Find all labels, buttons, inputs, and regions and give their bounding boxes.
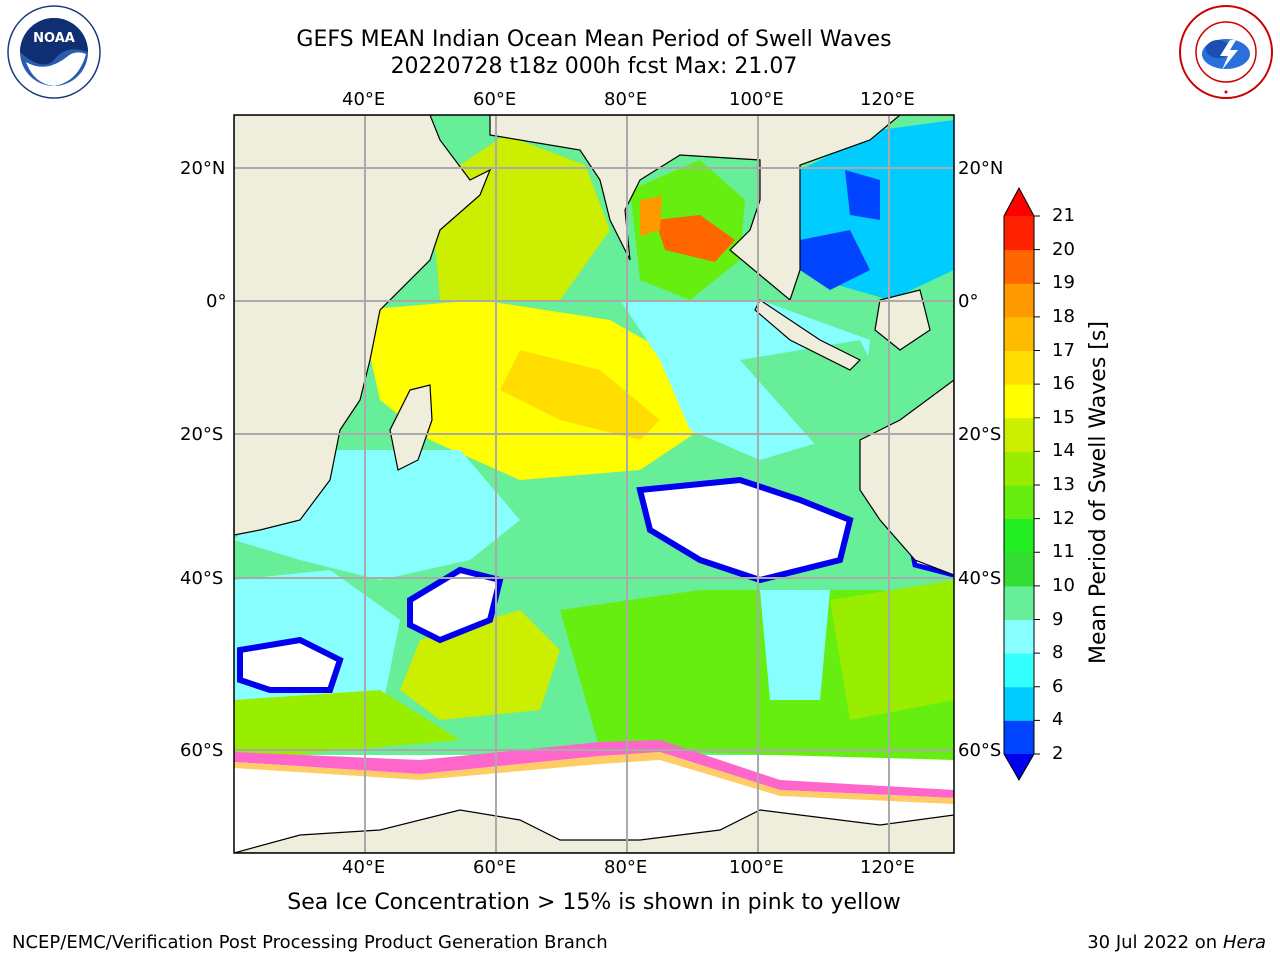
land-sumatra xyxy=(754,299,862,371)
colorbar-label: Mean Period of Swell Waves [s] xyxy=(1086,321,1111,664)
colorbar-segment xyxy=(1004,485,1034,520)
lat-label-left-20n: 20°N xyxy=(180,158,226,179)
land-masses xyxy=(234,115,954,853)
swell-zone-scs-deep xyxy=(800,230,870,290)
lon-label-top-80e: 80°E xyxy=(604,89,648,110)
colorbar-over-arrow xyxy=(1004,188,1034,216)
calm-zone-southwest-1 xyxy=(407,566,504,644)
lon-label-bottom-40e: 40°E xyxy=(342,857,386,878)
credit-branch: NCEP/EMC/Verification Post Processing Pr… xyxy=(12,932,608,953)
chart-subtitle: 20220728 t18z 000h fcst Max: 21.07 xyxy=(390,54,798,79)
swell-zone-arabian-sea xyxy=(430,135,610,300)
credit-date-text: 30 Jul 2022 on xyxy=(1087,932,1223,953)
colorbar-tick-label: 9 xyxy=(1052,608,1064,630)
credit-system: Hera xyxy=(1222,932,1266,953)
colorbar-segment xyxy=(1004,316,1034,351)
colorbar-tick-label: 18 xyxy=(1052,305,1075,327)
lon-label-bottom-120e: 120°E xyxy=(860,857,915,878)
colorbar-segment xyxy=(1004,451,1034,486)
colorbar-segment xyxy=(1004,384,1034,419)
land-australia xyxy=(859,379,954,576)
lon-label-top-100e: 100°E xyxy=(729,89,784,110)
colorbar-segment xyxy=(1004,216,1034,251)
lon-label-bottom-80e: 80°E xyxy=(604,857,648,878)
colorbar-tick-label: 12 xyxy=(1052,507,1075,529)
land-madagascar xyxy=(389,384,433,471)
lon-label-bottom-100e: 100°E xyxy=(729,857,784,878)
colorbar-segment xyxy=(1004,552,1034,587)
calm-zone-central-south xyxy=(636,476,854,584)
swell-zone-southeast-lime xyxy=(830,580,954,720)
map-frame xyxy=(233,114,955,854)
colorbar-segment xyxy=(1004,350,1034,385)
colorbar-tick-label: 14 xyxy=(1052,440,1075,462)
colorbar-tick-label: 20 xyxy=(1052,238,1075,260)
lat-label-right-20s: 20°S xyxy=(958,424,1002,445)
colorbar-segment xyxy=(1004,417,1034,452)
colorbar-segment xyxy=(1004,518,1034,553)
calm-zone-southwest-2 xyxy=(237,636,344,693)
colorbar-segment xyxy=(1004,619,1034,654)
colorbar-segment xyxy=(1004,585,1034,620)
lon-label-bottom-60e: 60°E xyxy=(473,857,517,878)
lat-label-right-20n: 20°N xyxy=(958,158,1004,179)
swell-zone-bay-peak xyxy=(655,215,735,262)
land-antarctica xyxy=(234,809,954,853)
colorbar-tick-label: 4 xyxy=(1052,709,1064,731)
colorbar-tick-label: 2 xyxy=(1052,743,1064,764)
colorbar-tick-label: 8 xyxy=(1052,642,1064,664)
lat-label-right-0: 0° xyxy=(958,291,979,312)
colorbar-tick-label: 13 xyxy=(1052,474,1075,495)
swell-zone-east-teal xyxy=(740,340,900,450)
nws-logo-icon xyxy=(1179,5,1273,99)
colorbar-segment xyxy=(1004,686,1034,721)
sea-ice-band-yellow xyxy=(234,752,954,804)
colorbar-segment xyxy=(1004,283,1034,318)
lat-label-left-60s: 60°S xyxy=(180,740,224,761)
lat-label-right-60s: 60°S xyxy=(958,740,1002,761)
colorbar-tick-label: 17 xyxy=(1052,339,1075,361)
colorbar-segment xyxy=(1004,249,1034,284)
colorbar-tick-label: 6 xyxy=(1052,675,1064,697)
swell-zone-southwest-green xyxy=(234,690,460,760)
colorbar-segment xyxy=(1004,720,1034,755)
colorbar-tick-label: 10 xyxy=(1052,574,1075,596)
colorbar-tick-label: 11 xyxy=(1052,541,1075,563)
swell-zone-scs-deep2 xyxy=(845,170,880,220)
lat-label-left-20s: 20°S xyxy=(180,424,224,445)
noaa-logo-text: NOAA xyxy=(33,31,75,46)
lon-label-top-120e: 120°E xyxy=(860,89,915,110)
swell-zone-central-orange xyxy=(500,350,660,440)
colorbar-under-arrow xyxy=(1004,754,1034,780)
lat-label-left-0: 0° xyxy=(206,291,227,312)
colorbar-tick-label: 21 xyxy=(1052,205,1075,226)
colorbar-tick-label: 15 xyxy=(1052,406,1075,428)
colorbar-segment xyxy=(1004,653,1034,688)
lat-label-right-40s: 40°S xyxy=(958,568,1002,589)
chart-title: GEFS MEAN Indian Ocean Mean Period of Sw… xyxy=(296,27,892,52)
sea-ice-note: Sea Ice Concentration > 15% is shown in … xyxy=(287,890,901,915)
gridlines xyxy=(234,115,954,853)
noaa-logo-icon: NOAA xyxy=(7,5,101,99)
sea-ice-band xyxy=(234,740,954,798)
swell-zone-bay-orange xyxy=(640,196,662,236)
lat-label-left-40s: 40°S xyxy=(180,568,224,589)
colorbar xyxy=(1003,186,1040,782)
land-india xyxy=(489,115,901,302)
lon-label-top-60e: 60°E xyxy=(473,89,517,110)
colorbar-tick-label: 16 xyxy=(1052,373,1075,395)
land-arabia-africa xyxy=(234,115,492,536)
colorbar-tick-label: 19 xyxy=(1052,272,1075,294)
lon-label-top-40e: 40°E xyxy=(342,89,386,110)
credit-date: 30 Jul 2022 on Hera xyxy=(1087,932,1266,953)
swell-zone-southeast-cyan xyxy=(760,590,830,700)
